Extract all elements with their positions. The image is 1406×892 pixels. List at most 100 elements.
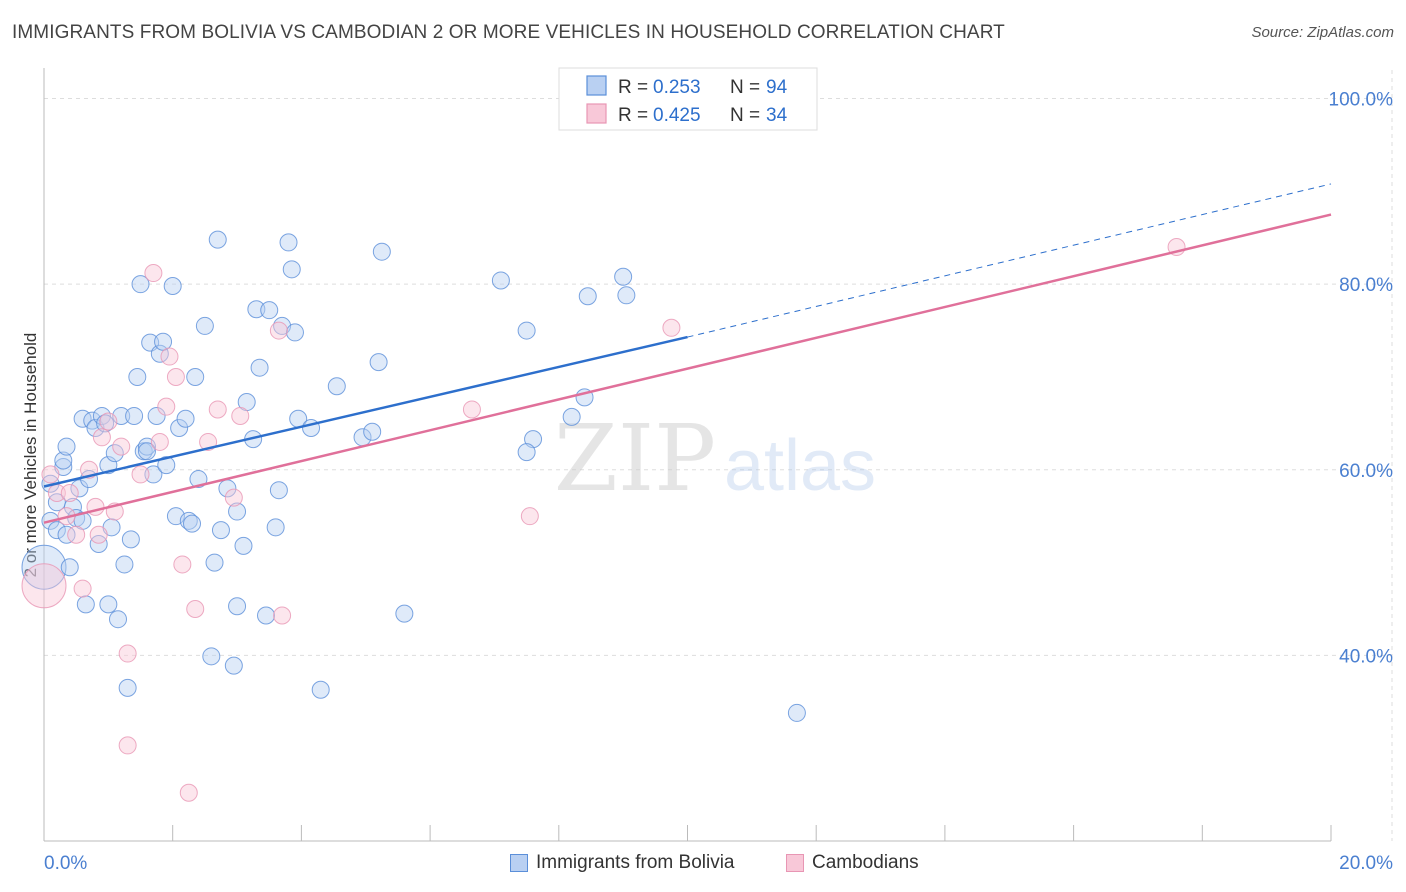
point-bolivia bbox=[279, 233, 298, 252]
y-tick-label: 40.0% bbox=[1339, 646, 1393, 667]
point-bolivia bbox=[224, 656, 243, 675]
point-bolivia bbox=[47, 521, 66, 540]
point-bolivia bbox=[282, 260, 301, 279]
point-cambodian bbox=[231, 406, 250, 425]
point-bolivia bbox=[395, 604, 414, 623]
point-bolivia bbox=[186, 367, 205, 386]
point-bolivia bbox=[183, 514, 202, 533]
point-bolivia bbox=[128, 367, 147, 386]
point-cambodian bbox=[144, 264, 163, 283]
bottom-legend-swatch-cambodian bbox=[786, 854, 804, 872]
point-bolivia bbox=[228, 502, 247, 521]
point-bolivia bbox=[105, 444, 124, 463]
point-cambodian bbox=[462, 400, 481, 419]
point-bolivia bbox=[369, 353, 388, 372]
point-bolivia bbox=[118, 678, 137, 697]
series-cambodian-points bbox=[21, 238, 1186, 802]
legend-swatch-cambodian bbox=[586, 103, 607, 124]
point-cambodian bbox=[273, 606, 292, 625]
point-bolivia bbox=[147, 406, 166, 425]
point-bolivia bbox=[269, 481, 288, 500]
point-bolivia bbox=[208, 230, 227, 249]
point-bolivia bbox=[76, 595, 95, 614]
point-bolivia bbox=[614, 267, 633, 286]
point-cambodian bbox=[662, 318, 681, 337]
point-bolivia bbox=[157, 456, 176, 475]
legend-n-label-2: N = bbox=[730, 105, 760, 126]
axes bbox=[43, 68, 1332, 842]
point-cambodian bbox=[112, 437, 131, 456]
point-bolivia bbox=[179, 511, 198, 530]
watermark-atlas: atlas bbox=[724, 426, 876, 506]
point-bolivia bbox=[327, 377, 346, 396]
point-cambodian bbox=[224, 488, 243, 507]
point-bolivia bbox=[266, 518, 285, 537]
point-bolivia bbox=[144, 465, 163, 484]
point-bolivia bbox=[491, 271, 510, 290]
legend-r-value-bolivia: 0.253 bbox=[653, 77, 701, 98]
point-bolivia bbox=[578, 287, 597, 306]
watermark: ZIP atlas bbox=[554, 405, 876, 512]
point-cambodian bbox=[73, 579, 92, 598]
x-tick-label-max: 20.0% bbox=[1339, 853, 1393, 874]
point-cambodian bbox=[186, 599, 205, 618]
point-bolivia bbox=[247, 300, 266, 319]
point-bolivia bbox=[96, 414, 115, 433]
watermark-zip: ZIP bbox=[554, 405, 716, 512]
legend-r-label-2: R = bbox=[618, 105, 648, 126]
chart-title: IMMIGRANTS FROM BOLIVIA VS CAMBODIAN 2 O… bbox=[12, 22, 1005, 43]
point-cambodian bbox=[99, 412, 118, 431]
point-bolivia bbox=[205, 553, 224, 572]
source-credit: Source: ZipAtlas.com bbox=[1251, 24, 1394, 41]
point-bolivia bbox=[89, 535, 108, 554]
point-cambodian bbox=[89, 525, 108, 544]
bottom-legend-bolivia: Immigrants from Bolivia bbox=[510, 852, 735, 874]
point-bolivia bbox=[131, 275, 150, 294]
point-bolivia bbox=[517, 321, 536, 340]
point-bolivia bbox=[228, 597, 247, 616]
point-cambodian bbox=[60, 483, 79, 502]
point-bolivia bbox=[57, 437, 76, 456]
point-bolivia bbox=[202, 647, 221, 666]
point-bolivia bbox=[195, 316, 214, 335]
tick-labels: 40.0% 60.0% 80.0% 100.0% 0.0% 20.0% bbox=[44, 90, 1393, 874]
point-cambodian bbox=[173, 555, 192, 574]
point-bolivia bbox=[285, 323, 304, 342]
point-cambodian bbox=[269, 321, 288, 340]
point-cambodian bbox=[157, 397, 176, 416]
legend-n-value-cambodian: 34 bbox=[766, 105, 788, 126]
y-tick-label: 100.0% bbox=[1329, 90, 1394, 111]
point-bolivia bbox=[137, 442, 156, 461]
bottom-legend: Immigrants from Bolivia Cambodians bbox=[0, 852, 1406, 878]
point-bolivia bbox=[57, 525, 76, 544]
gridlines bbox=[44, 70, 1393, 841]
point-bolivia bbox=[211, 521, 230, 540]
point-cambodian bbox=[41, 465, 60, 484]
point-bolivia bbox=[311, 680, 330, 699]
y-tick-label: 80.0% bbox=[1339, 275, 1393, 296]
point-bolivia bbox=[109, 610, 128, 629]
point-bolivia bbox=[787, 703, 806, 722]
legend-r-label: R = bbox=[618, 77, 648, 98]
x-tick-label-min: 0.0% bbox=[44, 853, 87, 874]
legend-n-label: N = bbox=[730, 77, 760, 98]
point-bolivia bbox=[562, 407, 581, 426]
y-tick-label: 60.0% bbox=[1339, 461, 1393, 482]
point-bolivia bbox=[176, 409, 195, 428]
point-bolivia bbox=[60, 558, 79, 577]
point-bolivia bbox=[517, 443, 536, 462]
stats-legend: R = 0.253 N = 94 R = 0.425 N = 34 bbox=[558, 67, 818, 131]
point-bolivia bbox=[121, 530, 140, 549]
point-cambodian bbox=[21, 563, 67, 609]
point-bolivia bbox=[250, 358, 269, 377]
point-cambodian bbox=[208, 400, 227, 419]
bottom-legend-swatch-bolivia bbox=[510, 854, 528, 872]
point-bolivia bbox=[54, 451, 73, 470]
legend-n-value-bolivia: 94 bbox=[766, 77, 788, 98]
point-cambodian bbox=[118, 736, 137, 755]
point-cambodian bbox=[520, 507, 539, 526]
point-bolivia bbox=[372, 242, 391, 261]
point-bolivia bbox=[260, 301, 279, 320]
point-bolivia bbox=[163, 277, 182, 296]
